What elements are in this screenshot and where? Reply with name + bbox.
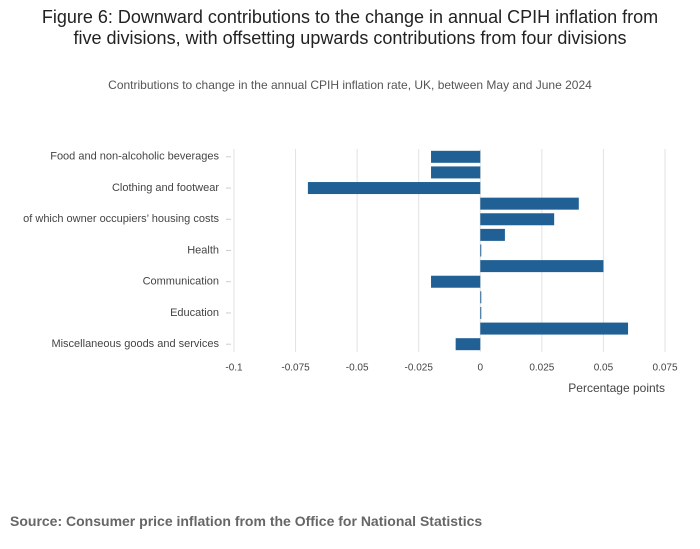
bar bbox=[480, 244, 482, 257]
y-tick-label: Education bbox=[170, 307, 219, 319]
bar bbox=[480, 306, 482, 319]
bar bbox=[480, 260, 604, 273]
y-tick-label: Miscellaneous goods and services bbox=[51, 338, 219, 350]
bar bbox=[480, 322, 629, 335]
bar bbox=[480, 291, 482, 304]
x-tick-label: 0.025 bbox=[529, 363, 554, 374]
bar bbox=[431, 150, 481, 163]
x-tick-label: 0.05 bbox=[594, 363, 614, 374]
y-tick-label: Clothing and footwear bbox=[112, 182, 219, 194]
chart-title: Figure 6: Downward contributions to the … bbox=[41, 7, 659, 48]
y-tick-label: Food and non-alcoholic beverages bbox=[50, 151, 219, 163]
bar bbox=[307, 182, 481, 195]
source: Source: Consumer price inflation from th… bbox=[10, 513, 483, 529]
bar bbox=[480, 213, 555, 226]
x-tick-label: 0.075 bbox=[652, 363, 677, 374]
x-tick-label: -0.025 bbox=[405, 363, 434, 374]
x-tick-label: 0 bbox=[478, 363, 484, 374]
chart-subtitle: Contributions to change in the annual CP… bbox=[108, 78, 592, 92]
bar bbox=[431, 275, 481, 288]
bar bbox=[480, 228, 505, 241]
bar bbox=[431, 166, 481, 179]
x-axis-title: Percentage points bbox=[568, 381, 665, 395]
x-tick-label: -0.075 bbox=[281, 363, 310, 374]
bar bbox=[480, 197, 579, 210]
y-tick-label: of which owner occupiers’ housing costs bbox=[23, 213, 219, 225]
x-tick-label: -0.1 bbox=[225, 363, 243, 374]
x-tick-label: -0.05 bbox=[346, 363, 369, 374]
y-tick-label: Communication bbox=[143, 276, 219, 288]
bar bbox=[455, 338, 481, 351]
y-tick-label: Health bbox=[187, 244, 219, 256]
